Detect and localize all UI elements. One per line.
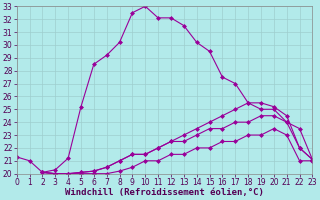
X-axis label: Windchill (Refroidissement éolien,°C): Windchill (Refroidissement éolien,°C) — [65, 188, 264, 197]
